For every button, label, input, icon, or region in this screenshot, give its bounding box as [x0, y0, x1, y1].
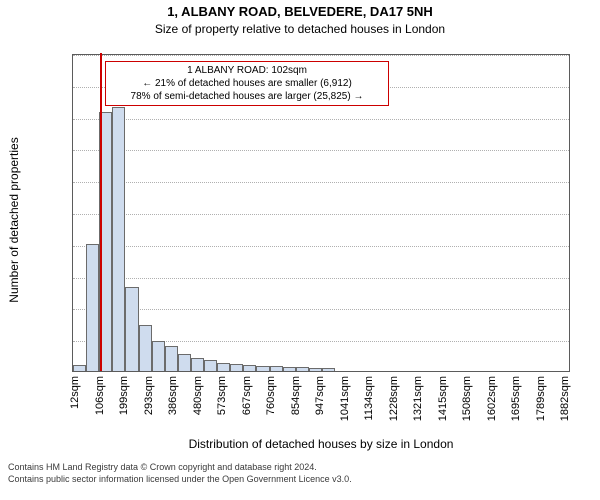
histogram-bar — [152, 341, 165, 371]
x-tick-label: 293sqm — [143, 376, 155, 415]
histogram-bar — [73, 365, 86, 371]
histogram-bar — [165, 346, 178, 371]
gridline-h — [73, 246, 569, 247]
annotation-box: 1 ALBANY ROAD: 102sqm ← 21% of detached … — [105, 61, 389, 106]
chart-title-main: 1, ALBANY ROAD, BELVEDERE, DA17 5NH — [0, 4, 600, 19]
x-tick-label: 1228sqm — [388, 376, 400, 421]
x-tick-label: 1602sqm — [486, 376, 498, 421]
gridline-h — [73, 278, 569, 279]
histogram-bar — [217, 363, 230, 371]
histogram-bar — [191, 358, 204, 371]
chart-title-sub: Size of property relative to detached ho… — [0, 22, 600, 36]
histogram-bar — [125, 287, 138, 371]
histogram-bar — [112, 107, 125, 371]
x-tick-label: 760sqm — [265, 376, 277, 415]
histogram-bar — [283, 367, 296, 371]
x-tick-label: 1695sqm — [510, 376, 522, 421]
gridline-h — [73, 55, 569, 56]
x-axis-title: Distribution of detached houses by size … — [72, 437, 570, 451]
x-tick-label: 1134sqm — [363, 376, 375, 420]
x-tick-label: 1321sqm — [412, 376, 424, 421]
x-tick-label: 199sqm — [118, 376, 130, 415]
x-tick-label: 1041sqm — [339, 376, 351, 421]
histogram-bar — [309, 368, 322, 371]
x-tick-label: 667sqm — [241, 376, 253, 415]
histogram-bar — [230, 364, 243, 371]
histogram-bar — [296, 367, 309, 371]
x-tick-label: 1882sqm — [559, 376, 571, 421]
annotation-line1: 1 ALBANY ROAD: 102sqm — [110, 64, 384, 77]
y-axis-title: Number of detached properties — [7, 70, 21, 370]
x-tick-label: 1415sqm — [437, 376, 449, 421]
histogram-bar — [243, 365, 256, 371]
x-tick-label: 573sqm — [216, 376, 228, 415]
x-tick-label: 1508sqm — [461, 376, 473, 421]
histogram-bar — [139, 325, 152, 371]
gridline-h — [73, 182, 569, 183]
gridline-h — [73, 150, 569, 151]
x-tick-label: 12sqm — [69, 376, 81, 409]
histogram-bar — [178, 354, 191, 371]
x-tick-label: 480sqm — [192, 376, 204, 415]
gridline-h — [73, 119, 569, 120]
histogram-bar — [322, 368, 335, 371]
x-tick-label: 1789sqm — [535, 376, 547, 421]
histogram-bar — [270, 366, 283, 371]
gridline-h — [73, 309, 569, 310]
x-tick-label: 106sqm — [94, 376, 106, 415]
annotation-line3: 78% of semi-detached houses are larger (… — [110, 90, 384, 103]
histogram-bar — [204, 360, 217, 371]
x-tick-label: 947sqm — [314, 376, 326, 415]
histogram-bar — [86, 244, 99, 371]
footer: Contains HM Land Registry data © Crown c… — [8, 462, 352, 485]
gridline-h — [73, 214, 569, 215]
annotation-line2: ← 21% of detached houses are smaller (6,… — [110, 77, 384, 90]
histogram-bar — [256, 366, 269, 371]
x-tick-label: 854sqm — [290, 376, 302, 415]
footer-line1: Contains HM Land Registry data © Crown c… — [8, 462, 352, 474]
x-tick-label: 386sqm — [167, 376, 179, 415]
reference-line — [100, 53, 102, 371]
footer-line2: Contains public sector information licen… — [8, 474, 352, 486]
